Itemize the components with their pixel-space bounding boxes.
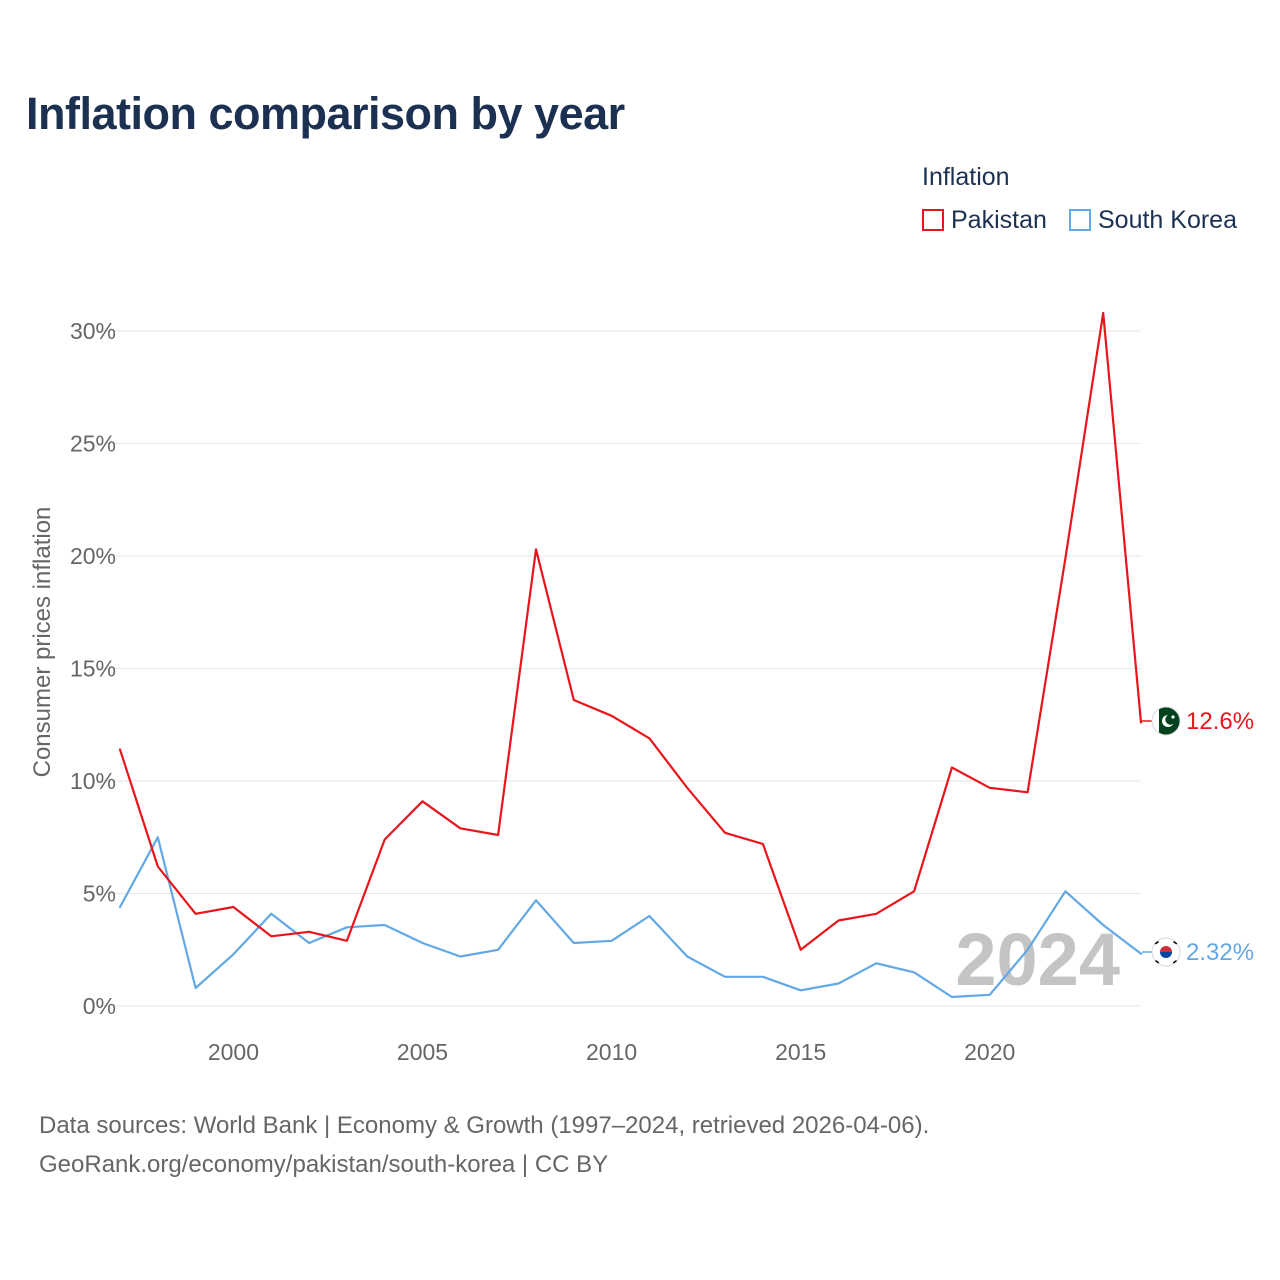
x-tick-label: 2020 bbox=[964, 1039, 1015, 1065]
legend-item-south-korea[interactable]: South Korea bbox=[1069, 205, 1237, 235]
legend-label-south-korea: South Korea bbox=[1098, 205, 1237, 234]
south-korea-end-value: 2.32% bbox=[1186, 939, 1254, 966]
year-watermark: 2024 bbox=[955, 918, 1120, 1001]
y-tick-label: 10% bbox=[70, 768, 116, 794]
legend-swatch-south-korea bbox=[1069, 209, 1091, 231]
y-tick-label: 30% bbox=[70, 318, 116, 344]
pakistan-flag-icon bbox=[1151, 706, 1181, 736]
x-tick-label: 2010 bbox=[586, 1039, 637, 1065]
footer-link[interactable]: GeoRank.org/economy/pakistan/south-korea… bbox=[39, 1151, 609, 1178]
pakistan-end-value: 12.6% bbox=[1186, 708, 1254, 735]
series-lines bbox=[118, 311, 1143, 999]
legend-title: Inflation bbox=[922, 163, 1010, 191]
y-tick-label: 0% bbox=[83, 993, 116, 1019]
end-labels: 12.6% 2.32% bbox=[1142, 706, 1254, 967]
series-line-south-korea[interactable] bbox=[118, 836, 1143, 999]
y-axis-ticks: 0% 5% 10% 15% 20% 25% 30% bbox=[70, 318, 116, 1019]
south-korea-flag-icon bbox=[1151, 937, 1181, 967]
footer-sources: Data sources: World Bank | Economy & Gro… bbox=[39, 1112, 930, 1139]
y-tick-label: 25% bbox=[70, 431, 116, 457]
y-tick-label: 15% bbox=[70, 656, 116, 682]
x-tick-label: 2015 bbox=[775, 1039, 826, 1065]
y-tick-label: 20% bbox=[70, 543, 116, 569]
grid-lines bbox=[97, 330, 1141, 1007]
chart-title: Inflation comparison by year bbox=[26, 88, 625, 139]
legend-label-pakistan: Pakistan bbox=[951, 205, 1047, 234]
legend-item-pakistan[interactable]: Pakistan bbox=[922, 205, 1047, 235]
y-axis-label: Consumer prices inflation bbox=[29, 507, 56, 778]
footer: Data sources: World Bank | Economy & Gro… bbox=[39, 1106, 929, 1184]
x-axis-ticks: 2000 2005 2010 2015 2020 bbox=[208, 1039, 1015, 1065]
x-tick-label: 2000 bbox=[208, 1039, 259, 1065]
series-line-pakistan[interactable] bbox=[118, 311, 1143, 951]
y-tick-label: 5% bbox=[83, 881, 116, 907]
legend-swatch-pakistan bbox=[922, 209, 944, 231]
x-tick-label: 2005 bbox=[397, 1039, 448, 1065]
